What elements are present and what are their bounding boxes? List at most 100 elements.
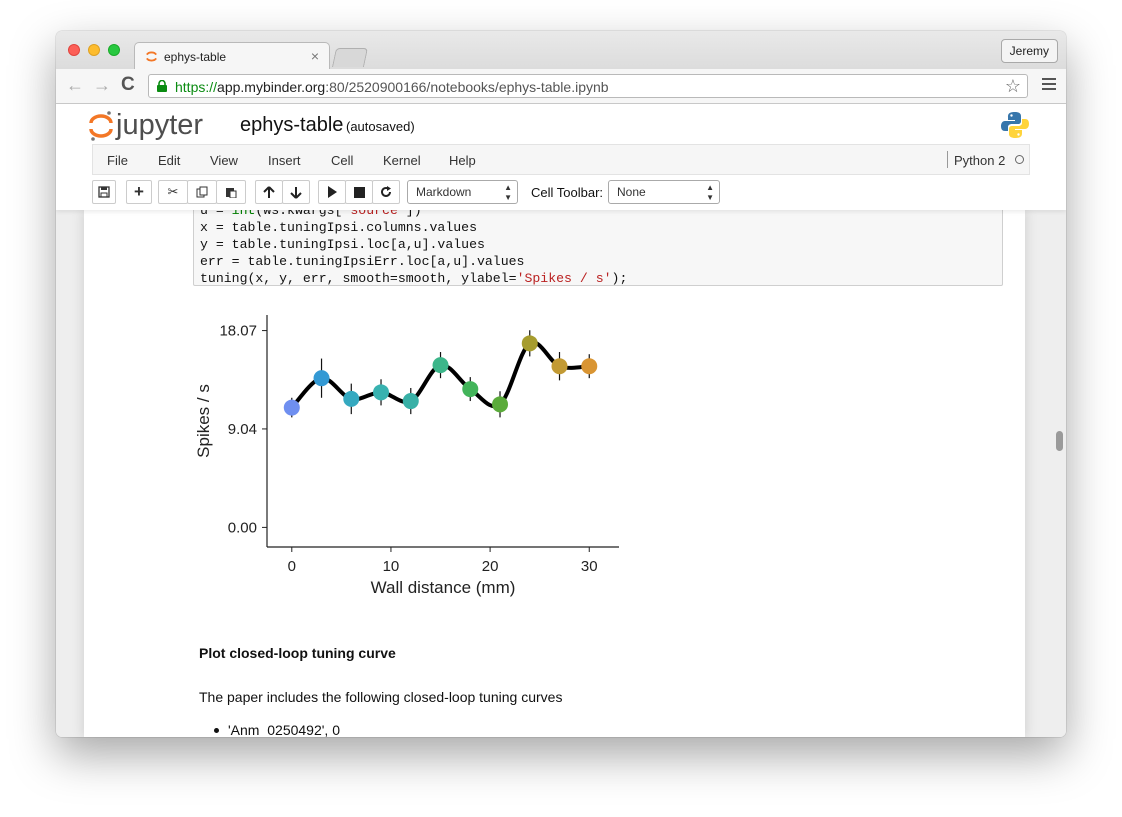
markdown-paragraph: The paper includes the following closed-… [199,689,563,705]
data-point [283,399,300,416]
menu-edit[interactable]: Edit [158,153,181,168]
forward-icon[interactable]: → [93,75,111,95]
x-tick-label: 30 [581,558,598,575]
y-tick-label: 9.04 [228,421,257,438]
menu-insert[interactable]: Insert [268,153,301,168]
reload-icon[interactable]: C [121,74,135,95]
data-point [462,381,479,398]
data-point [343,390,360,407]
profile-button[interactable]: Jeremy [1000,39,1058,63]
jupyter-logo-text: jupyter [115,109,203,141]
plus-icon: + [134,182,144,201]
move-down-button[interactable] [282,180,310,204]
save-icon [98,186,110,198]
code-cell[interactable]: u = int(ws.kwargs['source']) x = table.t… [193,198,1003,286]
minimize-window-button[interactable] [88,44,100,56]
notebook-page: u = int(ws.kwargs['source']) x = table.t… [84,198,1025,737]
lock-icon [157,80,167,92]
copy-icon [196,186,208,198]
insert-cell-button[interactable]: + [126,180,152,204]
data-point [551,358,568,375]
tab-title: ephys-table [164,50,227,64]
data-point [581,358,598,375]
tab-strip: ephys-table × Jeremy [56,31,1066,70]
browser-toolbar: ← → C https://app.mybinder.org:80/252090… [56,69,1066,104]
restart-icon [381,186,391,197]
select-arrows-icon: ▲ ▼ [504,183,512,202]
y-axis-label: Spikes / s [194,384,213,458]
cell-type-value: Markdown [416,185,472,199]
address-bar[interactable]: https://app.mybinder.org:80/2520900166/n… [148,74,1028,98]
browser-window: ephys-table × Jeremy ← → C https://app.m… [56,31,1066,737]
x-axis-label: Wall distance (mm) [371,578,516,597]
bookmark-star-icon[interactable]: ☆ [1004,76,1021,96]
menu-cell[interactable]: Cell [331,153,354,168]
data-point [373,384,390,401]
plot-marks [283,330,598,418]
menu-view[interactable]: View [210,153,238,168]
url-host: app.mybinder.org [217,79,326,95]
arrow-down-icon [290,187,302,199]
markdown-heading: Plot closed-loop tuning curve [199,645,396,661]
run-cell-button[interactable] [318,180,346,204]
play-icon [327,186,337,198]
page-scrollbar[interactable] [1056,431,1063,451]
paste-icon [226,188,237,199]
code-line: err = table.tuningIpsiErr.loc[a,u].value… [200,254,525,269]
interrupt-kernel-button[interactable] [345,180,373,204]
jupyter-logo[interactable]: jupyter [89,108,229,144]
scissors-icon: ✂ [167,184,179,199]
notebook-name[interactable]: ephys-table [240,114,344,136]
page-content: jupyter ephys-table (autosaved) File Edi… [56,104,1066,737]
browser-menu-icon[interactable] [1042,78,1056,93]
autosave-status: (autosaved) [346,119,415,134]
jupyter-header: jupyter ephys-table (autosaved) File Edi… [56,104,1066,210]
x-tick-label: 0 [288,558,296,575]
restart-kernel-button[interactable] [372,180,400,204]
zoom-window-button[interactable] [108,44,120,56]
data-point [521,335,538,352]
kernel-separator [947,151,948,168]
url-scheme: https:// [175,79,218,95]
copy-button[interactable] [187,180,217,204]
data-point [402,393,419,410]
x-tick-label: 20 [482,558,499,575]
menu-help[interactable]: Help [449,153,476,168]
data-point [313,370,330,387]
code-line: y = table.tuningIpsi.loc[a,u].values [200,237,485,252]
paste-button[interactable] [216,180,246,204]
stop-icon [353,187,365,198]
kernel-name: Python 2 [954,153,1006,168]
select-arrows-icon: ▲ ▼ [706,183,714,202]
browser-tab[interactable]: ephys-table × [134,42,330,70]
back-icon[interactable]: ← [66,75,84,95]
url-text: https://app.mybinder.org:80/2520900166/n… [175,79,609,95]
cell-toolbar-value: None [617,185,646,199]
list-bullet [214,728,219,733]
cell-toolbar-label: Cell Toolbar: [531,185,604,200]
cell-type-select[interactable]: Markdown ▲ ▼ [407,180,518,204]
cell-toolbar-select[interactable]: None ▲ ▼ [608,180,720,204]
cut-button[interactable]: ✂ [158,180,188,204]
x-tick-label: 10 [383,558,400,575]
y-tick-label: 18.07 [219,323,257,340]
save-button[interactable] [92,180,116,204]
kernel-status-indicator [1015,155,1024,164]
menu-kernel[interactable]: Kernel [383,153,421,168]
data-point [492,396,509,413]
jupyter-favicon-icon [146,51,157,62]
python-logo-icon [1001,112,1029,138]
close-window-button[interactable] [68,44,80,56]
plot-axes: 0.00 9.04 18.07 0 10 20 30 [219,315,619,575]
y-tick-label: 0.00 [228,519,257,536]
menu-file[interactable]: File [107,153,128,168]
code-line: x = table.tuningIpsi.columns.values [200,220,477,235]
url-path: :80/2520900166/notebooks/ephys-table.ipy… [325,79,609,95]
data-point [432,357,449,374]
tab-close-icon[interactable]: × [310,48,319,64]
arrow-up-icon [263,186,275,198]
menu-bar: File Edit View Insert Cell Kernel Help P… [92,144,1030,175]
move-up-button[interactable] [255,180,283,204]
new-tab-button[interactable] [331,48,369,67]
